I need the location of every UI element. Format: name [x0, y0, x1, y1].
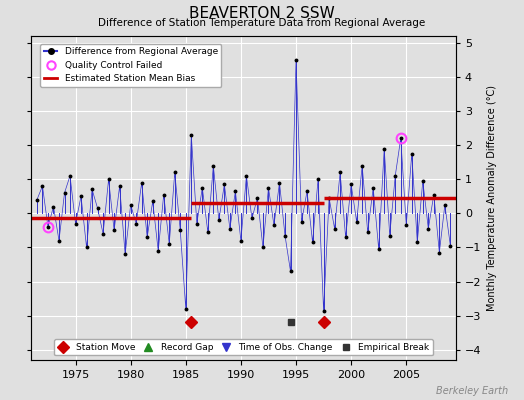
Legend: Station Move, Record Gap, Time of Obs. Change, Empirical Break: Station Move, Record Gap, Time of Obs. C…	[54, 339, 433, 356]
Text: Berkeley Earth: Berkeley Earth	[436, 386, 508, 396]
Text: Difference of Station Temperature Data from Regional Average: Difference of Station Temperature Data f…	[99, 18, 425, 28]
Y-axis label: Monthly Temperature Anomaly Difference (°C): Monthly Temperature Anomaly Difference (…	[487, 85, 497, 311]
Text: BEAVERTON 2 SSW: BEAVERTON 2 SSW	[189, 6, 335, 21]
